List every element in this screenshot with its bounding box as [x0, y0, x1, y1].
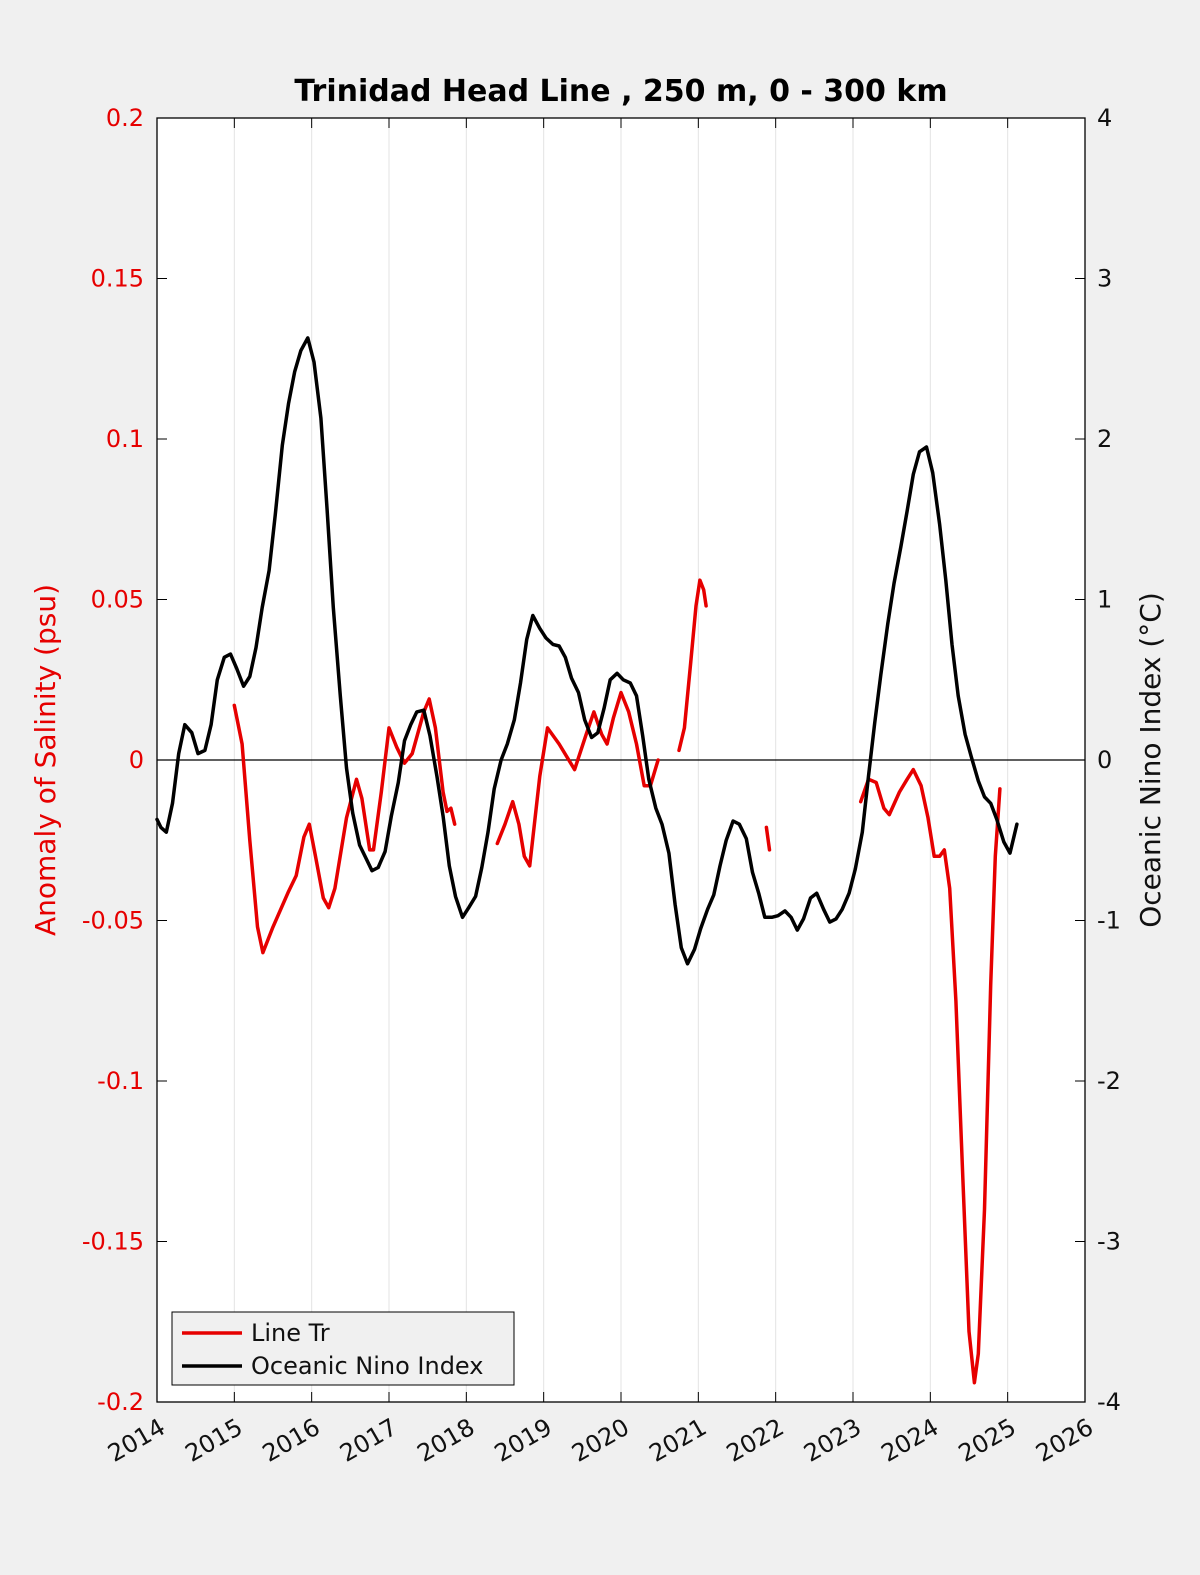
- y-left-tick-label: 0.1: [106, 425, 144, 453]
- salinity-line-segment-2: [677, 578, 708, 753]
- salinity-line-segment-3: [764, 825, 772, 852]
- legend-box: [171, 1311, 515, 1386]
- y-left-tick-label: 0.05: [91, 586, 144, 614]
- chart-title: Trinidad Head Line , 250 m, 0 - 300 km: [294, 74, 947, 109]
- y-left-tick-label: -0.15: [82, 1228, 144, 1256]
- y-left-tick-label: 0: [129, 746, 144, 774]
- salinity-line-segment-0: [232, 697, 457, 955]
- y-right-tick-label: 0: [1097, 746, 1112, 774]
- y-axis-right-label: Oceanic Nino Index (°C): [1134, 592, 1167, 928]
- salinity-line-segment-1: [495, 690, 660, 868]
- series-layer: [155, 336, 1019, 1385]
- y-right-tick-label: -3: [1097, 1228, 1121, 1256]
- y-left-tick-label: 0.15: [91, 265, 144, 293]
- oni-line-segment-0: [155, 336, 1019, 966]
- y-right-tick-label: 4: [1097, 104, 1112, 132]
- y-left-tick-label: -0.05: [82, 907, 144, 935]
- legend: Line Tr Oceanic Nino Index: [171, 1311, 515, 1386]
- y-left-tick-label: -0.1: [97, 1067, 144, 1095]
- legend-label-salinity: Line Tr: [251, 1319, 330, 1347]
- salinity-line-segment-4: [858, 767, 1002, 1385]
- y-right-tick-label: -4: [1097, 1388, 1121, 1416]
- y-axis-left-label: Anomaly of Salinity (psu): [29, 584, 62, 936]
- legend-label-oni: Oceanic Nino Index: [251, 1352, 483, 1380]
- y-right-tick-label: 1: [1097, 586, 1112, 614]
- y-right-tick-label: -1: [1097, 907, 1121, 935]
- y-right-tick-label: 3: [1097, 265, 1112, 293]
- y-right-tick-label: 2: [1097, 425, 1112, 453]
- y-left-tick-label: 0.2: [106, 104, 144, 132]
- y-left-tick-label: -0.2: [97, 1388, 144, 1416]
- y-right-tick-label: -2: [1097, 1067, 1121, 1095]
